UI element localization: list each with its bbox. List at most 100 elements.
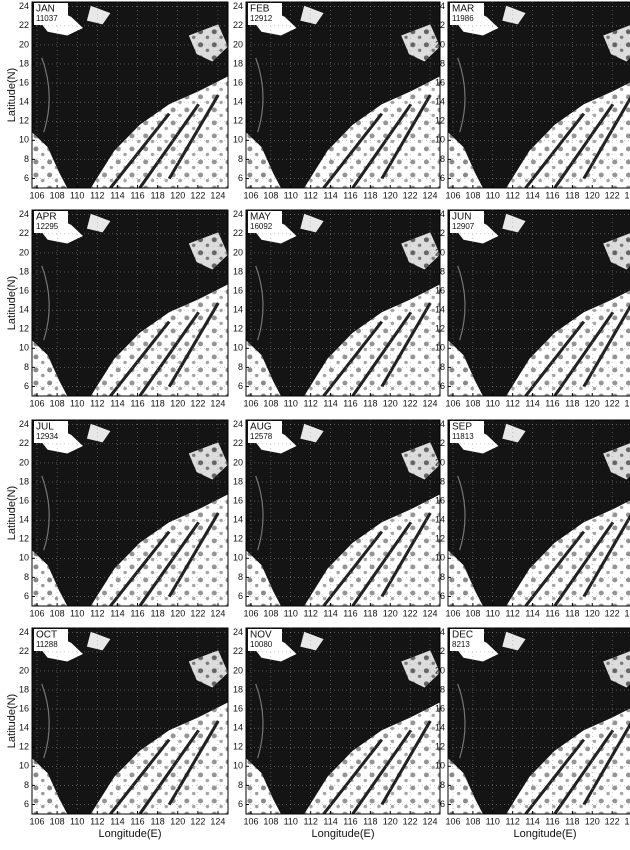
y-tick-label: 6: [24, 591, 29, 601]
x-tick-label: 110: [70, 816, 84, 826]
y-tick-label: 6: [440, 381, 445, 391]
x-tick-label: 108: [50, 816, 65, 826]
y-tick-label: 12: [19, 324, 29, 334]
map-panel: 1061081101121141161181201221246810121416…: [6, 419, 228, 618]
x-tick-label: 112: [90, 190, 104, 200]
x-tick-label: 106: [243, 816, 258, 826]
y-tick-label: 24: [233, 627, 243, 637]
y-tick-label: 16: [435, 285, 445, 295]
y-tick-label: 14: [233, 305, 243, 315]
y-tick-label: 6: [440, 173, 445, 183]
y-tick-label: 20: [19, 247, 29, 257]
x-tick-label: 112: [303, 190, 317, 200]
y-tick-label: 24: [435, 627, 445, 637]
x-tick-label: 118: [363, 816, 377, 826]
x-tick-label: 112: [505, 816, 519, 826]
x-tick-label: 108: [50, 398, 65, 408]
y-tick-label: 20: [19, 457, 29, 467]
y-tick-label: 24: [435, 419, 445, 429]
x-tick-label: 124: [625, 190, 630, 200]
x-tick-label: 114: [525, 398, 539, 408]
x-tick-label: 112: [303, 398, 317, 408]
y-tick-label: 12: [19, 534, 29, 544]
y-axis-label: Latitude(N): [6, 68, 18, 122]
density-map: [246, 420, 440, 606]
x-tick-label: 124: [210, 608, 225, 618]
x-tick-label: 114: [525, 608, 539, 618]
y-tick-label: 24: [19, 209, 29, 219]
y-tick-label: 16: [233, 703, 243, 713]
x-tick-label: 108: [263, 398, 278, 408]
y-tick-label: 22: [19, 228, 29, 238]
y-tick-label: 22: [19, 438, 29, 448]
y-tick-label: 18: [19, 266, 29, 276]
y-tick-label: 10: [233, 761, 243, 771]
x-tick-label: 112: [505, 190, 519, 200]
month-label: AUG: [250, 422, 272, 433]
y-tick-label: 8: [440, 154, 445, 164]
x-tick-label: 110: [284, 608, 298, 618]
y-tick-label: 16: [233, 495, 243, 505]
density-map: [448, 2, 630, 188]
y-tick-label: 18: [435, 684, 445, 694]
x-tick-label: 108: [263, 608, 278, 618]
density-map: [32, 210, 228, 396]
x-tick-label: 108: [465, 190, 480, 200]
x-axis-label: Longitude(E): [99, 828, 162, 840]
x-tick-label: 122: [403, 190, 418, 200]
y-tick-label: 24: [233, 209, 243, 219]
x-tick-label: 110: [486, 398, 500, 408]
density-map: [246, 2, 440, 188]
x-tick-label: 112: [303, 816, 317, 826]
x-tick-label: 118: [150, 608, 164, 618]
y-tick-label: 14: [435, 305, 445, 315]
density-map: [32, 2, 228, 188]
y-tick-label: 12: [233, 534, 243, 544]
count-label: 12295: [36, 222, 59, 231]
x-tick-label: 106: [30, 398, 45, 408]
x-tick-label: 120: [585, 398, 600, 408]
y-tick-label: 12: [19, 742, 29, 752]
y-tick-label: 22: [19, 20, 29, 30]
y-tick-label: 8: [440, 572, 445, 582]
month-label: MAR: [452, 4, 474, 15]
x-tick-label: 118: [363, 608, 377, 618]
x-tick-label: 122: [190, 608, 205, 618]
y-tick-label: 18: [435, 476, 445, 486]
x-tick-label: 114: [110, 190, 124, 200]
y-tick-label: 6: [238, 799, 243, 809]
x-tick-label: 114: [323, 816, 337, 826]
x-tick-label: 124: [625, 608, 630, 618]
x-axis-label: Longitude(E): [312, 828, 375, 840]
count-label: 12907: [452, 222, 475, 231]
x-tick-label: 114: [323, 190, 337, 200]
x-tick-label: 106: [243, 398, 258, 408]
x-tick-label: 122: [190, 816, 205, 826]
month-label: MAY: [250, 212, 271, 223]
x-tick-label: 114: [110, 608, 124, 618]
x-tick-label: 124: [210, 190, 225, 200]
x-tick-label: 116: [343, 608, 357, 618]
count-label: 8213: [452, 640, 470, 649]
y-tick-label: 10: [19, 553, 29, 563]
x-tick-label: 120: [585, 608, 600, 618]
y-tick-label: 22: [435, 20, 445, 30]
x-tick-label: 116: [343, 816, 357, 826]
y-tick-label: 12: [435, 324, 445, 334]
x-axis-label: Longitude(E): [514, 828, 577, 840]
y-tick-label: 12: [233, 742, 243, 752]
y-tick-label: 8: [24, 780, 29, 790]
x-tick-label: 114: [110, 398, 124, 408]
count-label: 10080: [250, 640, 273, 649]
x-tick-label: 108: [50, 608, 65, 618]
y-tick-label: 10: [435, 135, 445, 145]
y-tick-label: 18: [233, 266, 243, 276]
x-tick-label: 116: [130, 398, 144, 408]
y-tick-label: 20: [233, 247, 243, 257]
x-tick-label: 106: [30, 816, 45, 826]
y-tick-label: 6: [440, 591, 445, 601]
density-map: [448, 210, 630, 396]
x-tick-label: 114: [323, 608, 337, 618]
